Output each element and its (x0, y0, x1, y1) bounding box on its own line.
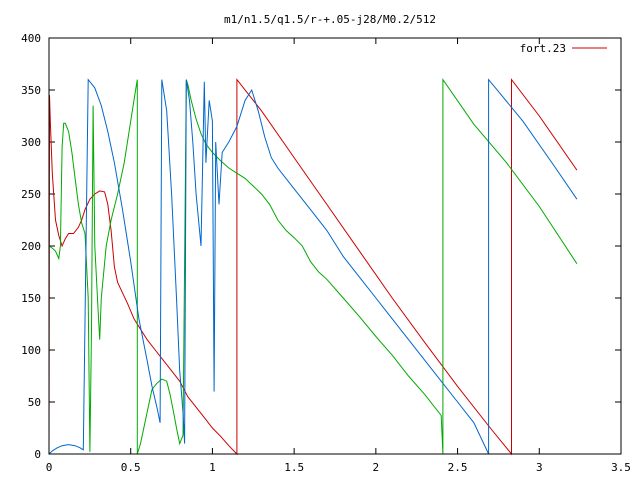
y-tick-label: 50 (28, 396, 41, 409)
series-line-3 (48, 78, 578, 455)
y-tick-label: 0 (34, 448, 41, 461)
y-tick-label: 400 (21, 32, 41, 45)
x-tick-label: 1 (209, 461, 216, 474)
x-tick-label: 3.5 (611, 461, 631, 474)
x-tick-label: 2 (373, 461, 380, 474)
legend: fort.23 (520, 42, 607, 55)
x-tick-label: 2.5 (448, 461, 468, 474)
y-tick-label: 350 (21, 84, 41, 97)
y-tick-label: 300 (21, 136, 41, 149)
x-tick-label: 1.5 (284, 461, 304, 474)
series-line-2 (48, 78, 578, 455)
y-axis: 0 50 100 150 200 250 300 350 400 (21, 32, 621, 461)
x-tick-label: 0 (46, 461, 53, 474)
plot-border (48, 37, 622, 455)
y-tick-label: 100 (21, 344, 41, 357)
plot-series (48, 78, 578, 456)
x-tick-label: 0.5 (121, 461, 141, 474)
x-axis: 0 0.5 1 1.5 2 2.5 3 3.5 (46, 38, 631, 474)
y-tick-label: 150 (21, 292, 41, 305)
series-line-1 (48, 78, 578, 456)
y-tick-label: 250 (21, 188, 41, 201)
x-tick-label: 3 (536, 461, 543, 474)
legend-label: fort.23 (520, 42, 566, 55)
y-tick-label: 200 (21, 240, 41, 253)
chart-title: m1/n1.5/q1.5/r-+.05-j28/M0.2/512 (224, 13, 436, 26)
